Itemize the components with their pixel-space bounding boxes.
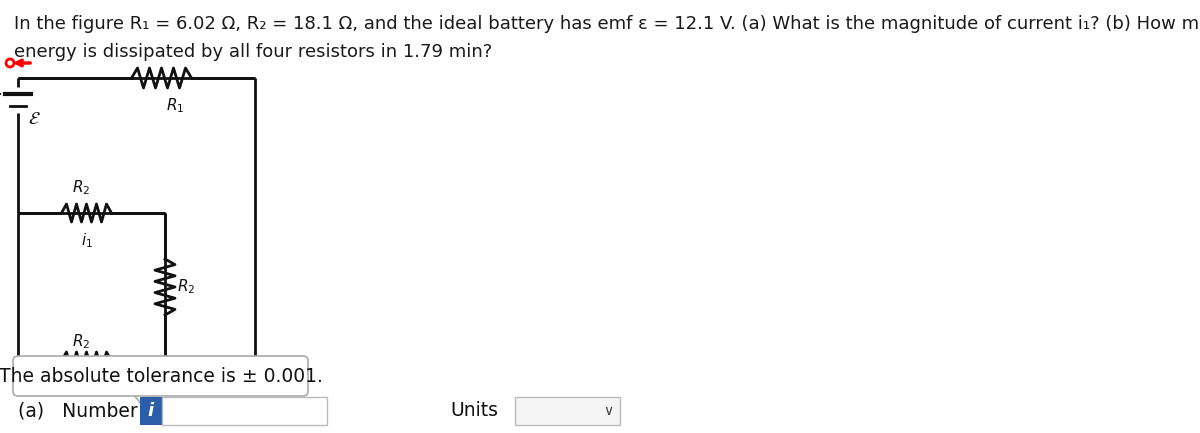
Polygon shape (133, 389, 157, 392)
FancyBboxPatch shape (140, 397, 162, 425)
Polygon shape (131, 391, 158, 409)
Text: i: i (148, 402, 154, 420)
FancyBboxPatch shape (13, 356, 308, 396)
Text: $R_2$: $R_2$ (72, 332, 91, 351)
Text: energy is dissipated by all four resistors in 1.79 min?: energy is dissipated by all four resisto… (14, 43, 492, 61)
Text: +: + (0, 87, 2, 101)
Text: The absolute tolerance is ± 0.001.: The absolute tolerance is ± 0.001. (0, 366, 323, 385)
Text: In the figure R₁ = 6.02 Ω, R₂ = 18.1 Ω, and the ideal battery has emf ε = 12.1 V: In the figure R₁ = 6.02 Ω, R₂ = 18.1 Ω, … (14, 15, 1200, 33)
Text: $R_1$: $R_1$ (167, 96, 185, 115)
Text: $i_1$: $i_1$ (80, 231, 92, 250)
Text: $R_2$: $R_2$ (72, 178, 91, 197)
Text: ∨: ∨ (602, 404, 613, 418)
Text: $\mathcal{E}$: $\mathcal{E}$ (28, 110, 41, 128)
FancyBboxPatch shape (515, 397, 620, 425)
Text: $R_2$: $R_2$ (178, 278, 196, 296)
FancyBboxPatch shape (162, 397, 326, 425)
Text: (a)   Number: (a) Number (18, 401, 138, 420)
Text: Units: Units (450, 401, 498, 420)
